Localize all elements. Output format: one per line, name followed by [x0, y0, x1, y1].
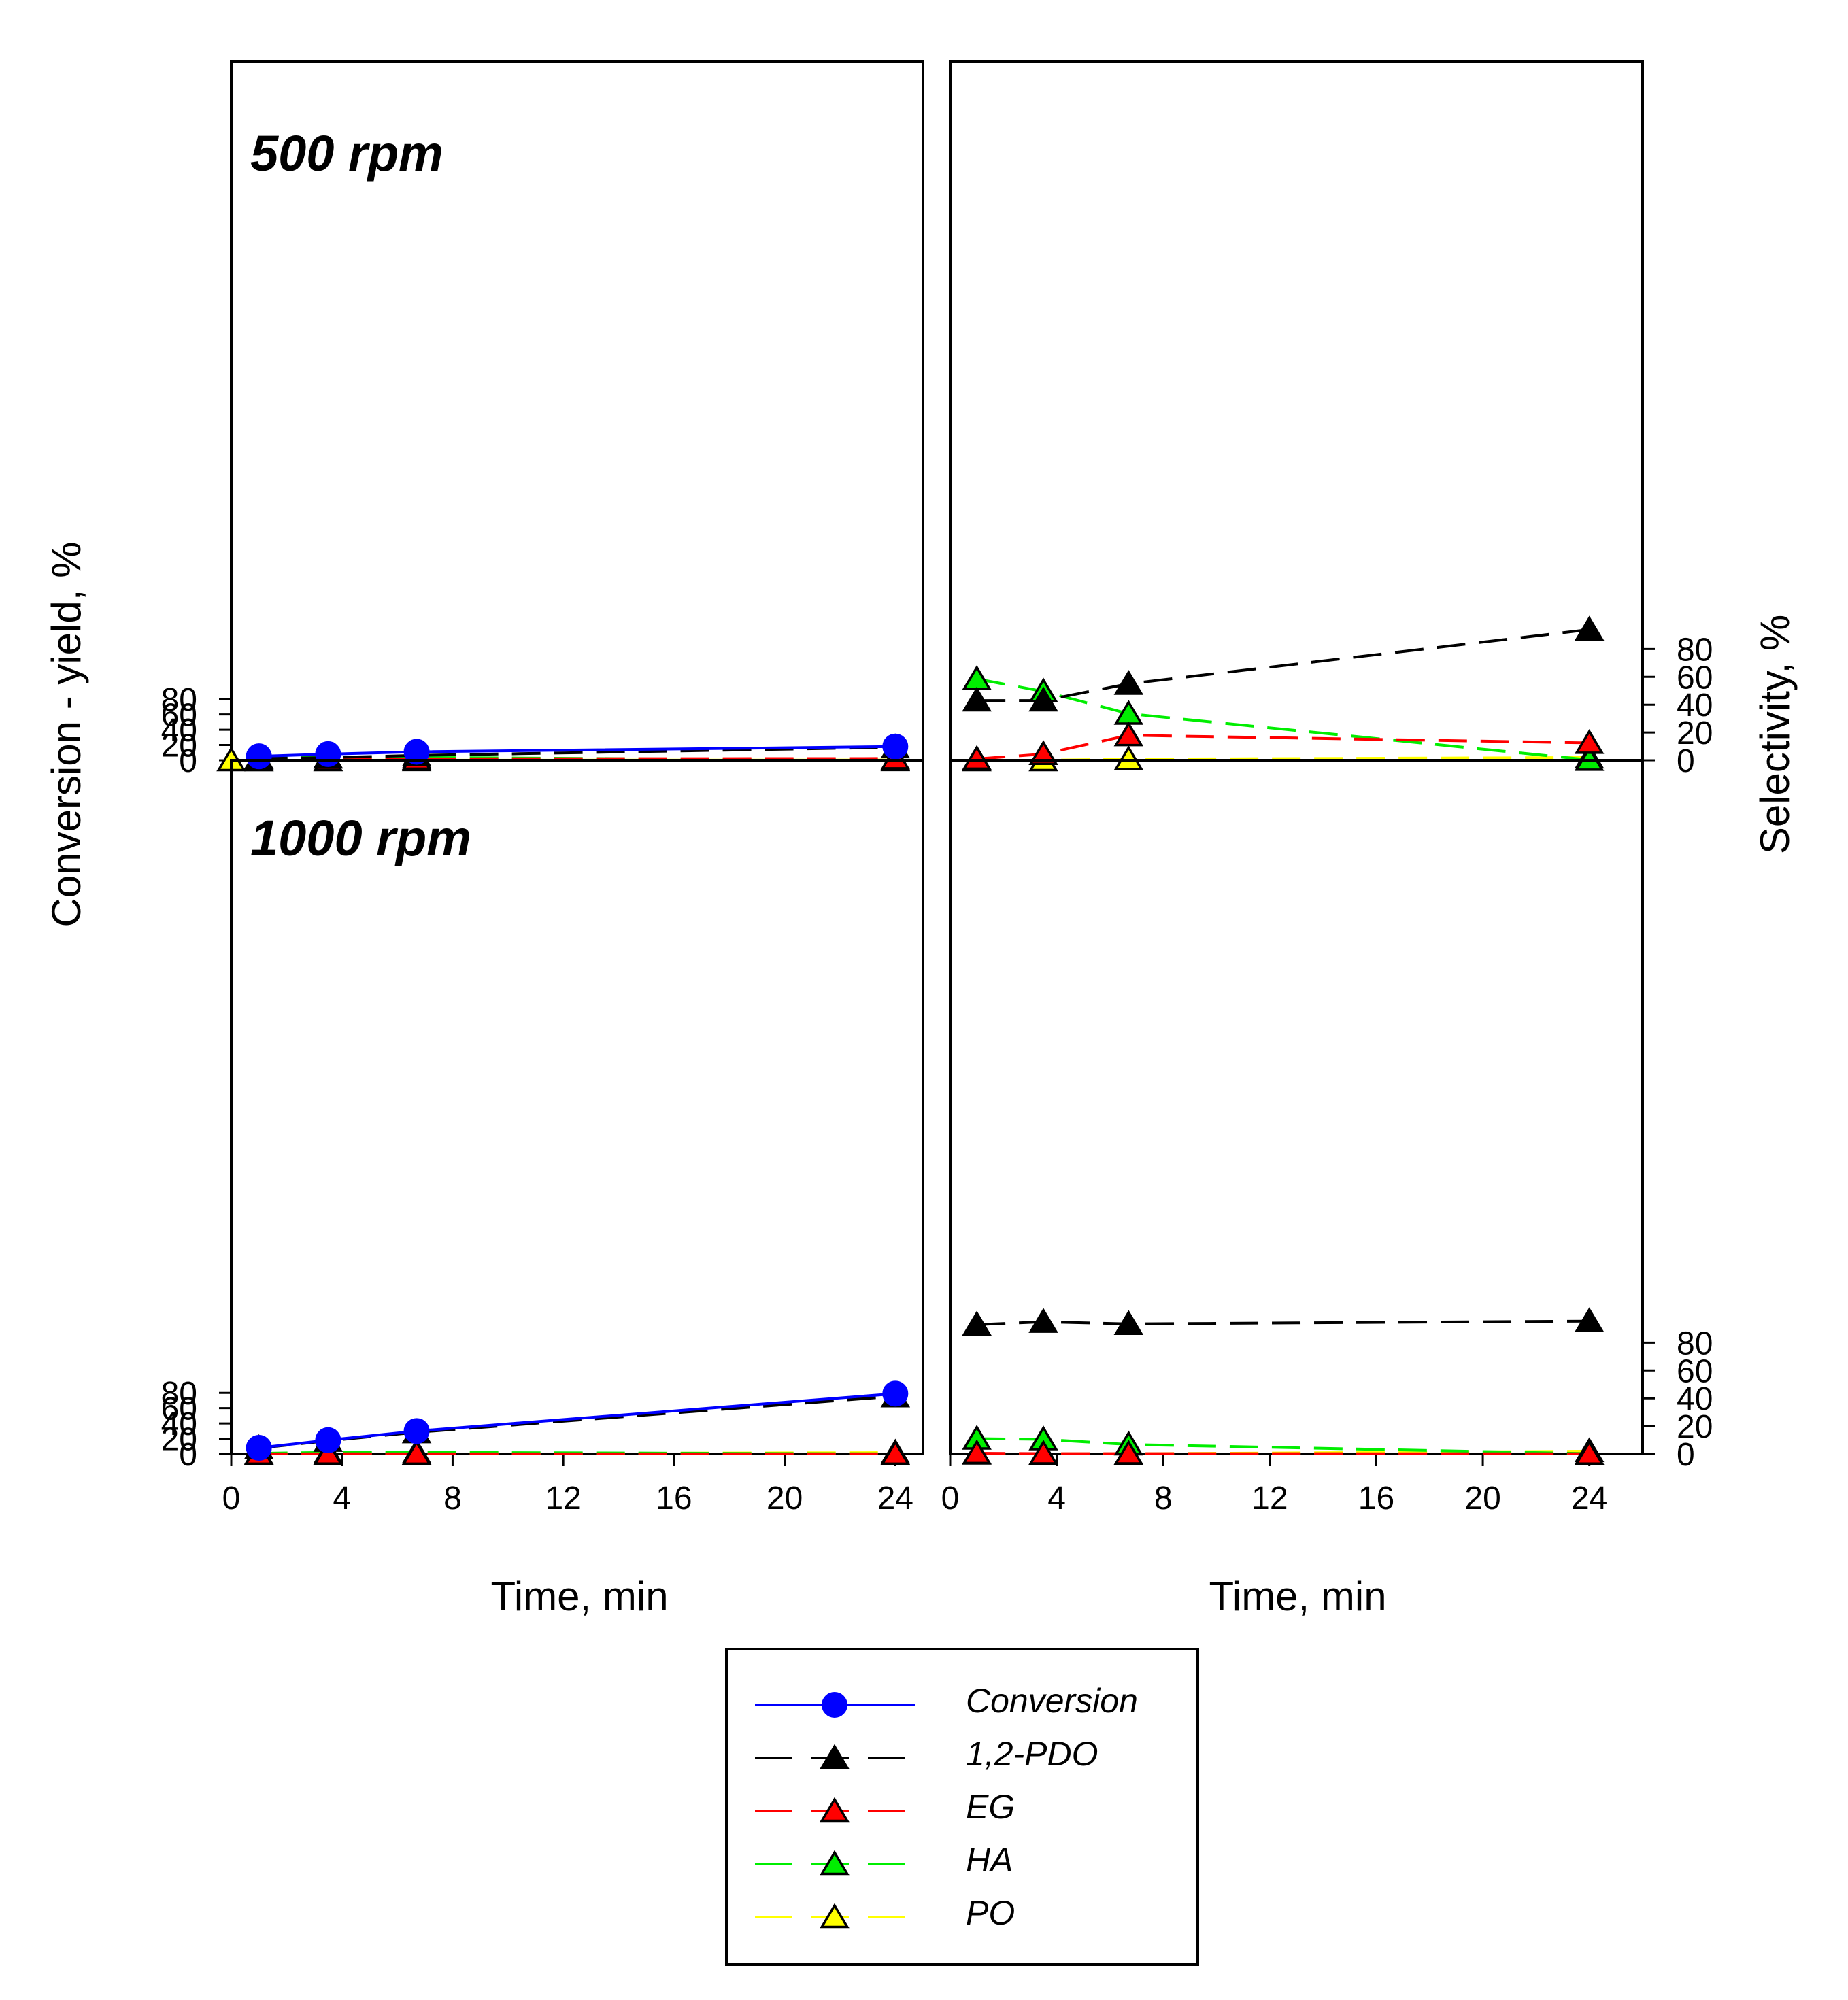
x-tick-label: 16	[656, 1480, 692, 1516]
annotation-1000-rpm: 1000 rpm	[250, 810, 471, 866]
data-point-1-2-pdo	[1574, 1307, 1605, 1332]
data-point-eg	[962, 1439, 992, 1465]
series-line-1-2-pdo	[977, 628, 1590, 702]
data-point-conversion	[246, 743, 272, 770]
data-point-conversion	[246, 1435, 272, 1461]
data-point-1-2-pdo	[1574, 615, 1605, 641]
y-tick-label: 80	[161, 1376, 197, 1412]
series-line-ha	[977, 1437, 1590, 1455]
data-point-eg	[1113, 1440, 1144, 1465]
y-tick-label: 60	[1677, 1353, 1713, 1389]
data-point-ha	[1113, 700, 1144, 725]
series-line-conversion	[258, 745, 896, 758]
series-line-conversion	[258, 1392, 896, 1450]
data-point-ha	[962, 664, 992, 690]
series-line-eg	[977, 1451, 1590, 1455]
legend-marker-1-2-pdo	[820, 1744, 850, 1769]
x-tick-label: 0	[941, 1480, 960, 1516]
series-line-1-2-pdo	[977, 1319, 1590, 1326]
legend-marker-ha	[820, 1850, 850, 1876]
y-tick-label: 20	[1677, 715, 1713, 751]
x-tick-label: 4	[333, 1480, 351, 1516]
data-point-1-2-pdo	[962, 686, 992, 712]
data-point-conversion	[403, 1418, 430, 1444]
x-tick-label: 24	[1571, 1480, 1607, 1516]
data-point-eg	[1028, 740, 1058, 765]
data-point-po	[1113, 745, 1144, 770]
panel-frame	[949, 759, 1644, 1455]
data-point-eg	[1113, 721, 1144, 747]
data-point-1-2-pdo	[1113, 670, 1144, 695]
y-tick-label: 60	[1677, 660, 1713, 696]
y-tick-label: 80	[1677, 1325, 1713, 1361]
x-tick-label: 4	[1047, 1480, 1066, 1516]
series-line-ha	[976, 677, 1590, 762]
panel-frame	[949, 60, 1644, 762]
x-tick-label: 24	[877, 1480, 913, 1516]
y-tick-label: 0	[179, 1437, 197, 1473]
y-tick-label: 80	[161, 682, 197, 718]
y-tick-label: 40	[1677, 1381, 1713, 1417]
y-tick-label: 40	[161, 713, 197, 749]
legend-label-pdo: 1,2-PDO	[966, 1735, 1098, 1773]
series-line-1-2-pdo	[258, 745, 896, 760]
data-point-eg	[1028, 1440, 1058, 1465]
legend: Conversion 1,2-PDO EG HA PO	[725, 1648, 1199, 1966]
legend-frame	[725, 1648, 1199, 1966]
y-tick-label: 40	[161, 1406, 197, 1442]
legend-label-eg: EG	[966, 1788, 1015, 1826]
data-point-eg	[962, 745, 992, 770]
data-point-conversion	[403, 739, 430, 765]
y-tick-label: 80	[1677, 632, 1713, 668]
x-tick-label: 16	[1358, 1480, 1394, 1516]
annotation-500-rpm: 500 rpm	[250, 125, 443, 182]
series-line-eg	[977, 734, 1590, 760]
data-point-conversion	[315, 741, 341, 767]
y-axis-label-left: Conversion - yield, %	[44, 542, 89, 928]
y-tick-label: 20	[161, 728, 197, 764]
y-tick-label: 0	[1677, 1437, 1695, 1473]
x-tick-label: 20	[767, 1480, 803, 1516]
legend-marker-eg	[820, 1797, 850, 1823]
data-point-1-2-pdo	[1028, 686, 1058, 712]
y-tick-label: 60	[161, 698, 197, 734]
x-tick-label: 0	[222, 1480, 241, 1516]
y-tick-label: 40	[1677, 688, 1713, 724]
data-point-conversion	[882, 733, 909, 760]
y-axis-label-right: Selectivity, %	[1752, 615, 1798, 854]
legend-label-conversion: Conversion	[966, 1682, 1138, 1720]
data-point-eg	[1574, 729, 1605, 754]
y-tick-label: 20	[1677, 1409, 1713, 1445]
x-axis-label-right: Time, min	[1209, 1574, 1386, 1619]
x-tick-label: 20	[1464, 1480, 1500, 1516]
legend-label-ha: HA	[966, 1841, 1013, 1879]
data-point-eg	[401, 1440, 432, 1465]
x-tick-label: 12	[545, 1480, 581, 1516]
data-point-conversion	[882, 1380, 909, 1407]
series-line-1-2-pdo	[258, 1395, 896, 1450]
y-tick-label: 60	[161, 1391, 197, 1427]
x-tick-label: 12	[1251, 1480, 1288, 1516]
series-line-eg	[258, 757, 896, 762]
x-tick-label: 8	[1154, 1480, 1173, 1516]
data-point-conversion	[315, 1427, 341, 1453]
data-point-eg	[1574, 1440, 1605, 1465]
legend-marker-conversion	[822, 1692, 847, 1718]
legend-marker-po	[820, 1903, 850, 1929]
data-point-eg	[880, 1440, 911, 1465]
data-point-1-2-pdo	[1028, 1308, 1058, 1333]
y-tick-label: 0	[179, 743, 197, 779]
y-tick-label: 20	[161, 1422, 197, 1458]
legend-label-po: PO	[966, 1894, 1015, 1932]
x-axis-label-left: Time, min	[490, 1574, 668, 1619]
x-tick-label: 8	[443, 1480, 462, 1516]
data-point-1-2-pdo	[962, 1310, 992, 1336]
y-tick-label: 0	[1677, 743, 1695, 779]
data-point-1-2-pdo	[1113, 1310, 1144, 1335]
